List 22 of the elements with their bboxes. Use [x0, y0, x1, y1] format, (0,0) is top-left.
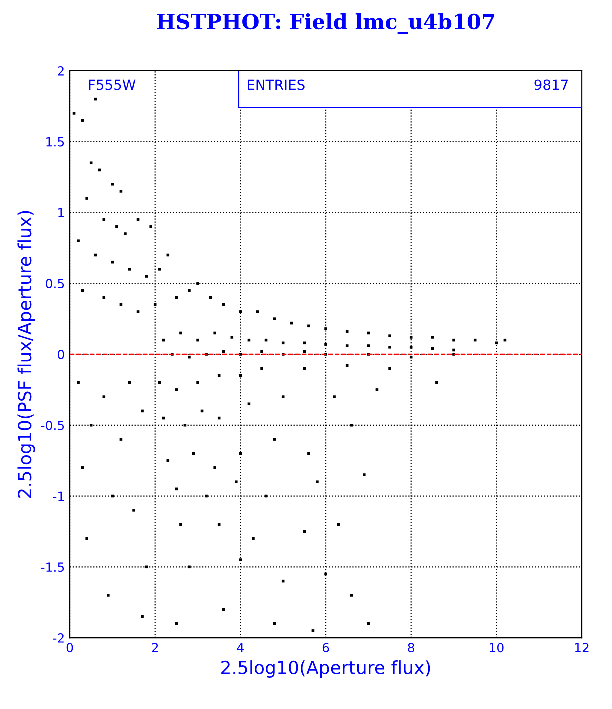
y-tick-label: 0	[58, 350, 64, 360]
y-tick-label: 1	[58, 208, 64, 218]
x-tick-label: 10	[490, 643, 504, 653]
x-tick-label: 0	[66, 643, 74, 653]
y-tick-label: -2	[53, 634, 64, 643]
y-tick-label: -1.5	[41, 562, 64, 572]
chart-title: HSTPHOT: Field lmc_u4b107	[157, 13, 494, 34]
y-tick-label: 0.5	[46, 279, 64, 289]
x-tick-label: 4	[237, 643, 244, 652]
annotation: 9817	[534, 80, 568, 90]
x-axis-title: 2.5log10(Aperture flux)	[222, 660, 430, 678]
y-tick-label: -0.5	[41, 420, 64, 430]
y-axis-title: 2.5log10(PSF flux/Aperture flux)	[18, 211, 36, 498]
y-tick-label: 1.5	[46, 137, 64, 147]
x-tick-label: 2	[152, 643, 158, 652]
y-tick-label: 2	[58, 66, 64, 76]
annotation: ENTRIES	[248, 80, 305, 90]
x-tick-label: 8	[408, 643, 414, 653]
annotation: F555W	[89, 80, 136, 90]
x-tick-label: 6	[322, 643, 330, 653]
y-tick-label: -1	[53, 492, 64, 502]
x-tick-label: 12	[575, 643, 589, 652]
